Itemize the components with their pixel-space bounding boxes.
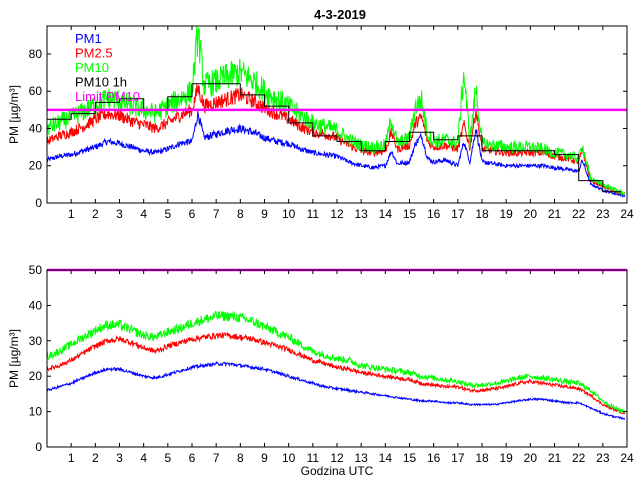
x-tick-label: 12 (330, 207, 344, 221)
x-tick-label: 5 (164, 451, 171, 465)
x-tick-label: 18 (475, 451, 489, 465)
x-tick-label: 11 (307, 451, 320, 465)
y-tick-label: 10 (29, 405, 43, 419)
x-tick-label: 6 (189, 451, 196, 465)
y-tick-label: 0 (35, 196, 42, 210)
y-tick-label: 20 (29, 369, 43, 383)
y-tick-label: 0 (35, 440, 42, 454)
x-tick-label: 1 (68, 207, 75, 221)
x-tick-label: 9 (261, 451, 268, 465)
y-tick-label: 30 (29, 334, 43, 348)
x-axis-label: Godzina UTC (301, 464, 374, 478)
x-tick-label: 2 (92, 207, 99, 221)
series-pm2-5 (46, 332, 626, 415)
legend-item: PM1 (75, 31, 102, 46)
x-tick-label: 24 (620, 207, 634, 221)
chart-title: 4-3-2019 (314, 7, 366, 22)
x-tick-label: 16 (427, 207, 441, 221)
legend-item: PM2.5 (75, 46, 113, 61)
x-tick-label: 9 (261, 207, 268, 221)
y-tick-label: 80 (29, 47, 43, 61)
x-tick-label: 16 (427, 451, 441, 465)
x-tick-label: 17 (451, 451, 465, 465)
y-tick-label: 40 (29, 121, 43, 135)
x-tick-label: 23 (596, 207, 610, 221)
y-tick-label: 20 (29, 159, 43, 173)
x-tick-label: 4 (140, 451, 147, 465)
x-tick-label: 14 (379, 451, 393, 465)
x-tick-label: 7 (213, 451, 220, 465)
legend-item: PM10 (75, 60, 109, 75)
x-tick-label: 3 (116, 207, 123, 221)
x-tick-label: 11 (307, 207, 320, 221)
series-pm1 (46, 111, 626, 198)
x-tick-label: 14 (379, 207, 393, 221)
x-tick-label: 10 (282, 451, 296, 465)
series-pm10 (46, 310, 626, 415)
x-tick-label: 20 (524, 207, 538, 221)
y-tick-label: 60 (29, 84, 43, 98)
x-tick-label: 20 (524, 451, 538, 465)
x-tick-label: 6 (189, 207, 196, 221)
x-tick-label: 19 (499, 207, 513, 221)
x-tick-label: 8 (237, 451, 244, 465)
x-tick-label: 12 (330, 451, 344, 465)
x-tick-label: 22 (572, 451, 586, 465)
y-tick-label: 40 (29, 298, 43, 312)
bottom-panel: 1 2 3 4 5 6 7 8 9 10 11 12 13 14 15 16 17 18 19 20 21 22 23 240… (7, 263, 634, 478)
top-panel: 1 2 3 4 5 6 7 8 9 10 11 12 13 14 15 16 17 18 19 20 21 22 23 240… (7, 25, 634, 221)
x-tick-label: 24 (620, 451, 634, 465)
series-pm2-5 (46, 84, 626, 196)
series-pm10-1h (47, 83, 621, 193)
x-tick-label: 13 (354, 207, 368, 221)
y-tick-label: 50 (29, 263, 43, 277)
x-tick-label: 17 (451, 207, 465, 221)
x-tick-label: 21 (548, 207, 562, 221)
x-tick-label: 2 (92, 451, 99, 465)
x-tick-label: 5 (164, 207, 171, 221)
y-axis-label: PM [µg/m³] (7, 329, 21, 388)
x-tick-label: 19 (499, 451, 513, 465)
x-tick-label: 21 (548, 451, 562, 465)
x-tick-label: 18 (475, 207, 489, 221)
x-tick-label: 8 (237, 207, 244, 221)
x-tick-label: 15 (403, 207, 417, 221)
x-tick-label: 10 (282, 207, 296, 221)
plot-area (47, 26, 627, 203)
legend-item: PM10 1h (75, 75, 127, 90)
x-tick-label: 1 (68, 451, 75, 465)
x-tick-label: 23 (596, 451, 610, 465)
x-tick-label: 15 (403, 451, 417, 465)
legend-item: Limit PM10 (75, 89, 140, 104)
x-tick-label: 22 (572, 207, 586, 221)
y-axis-label: PM [µg/m³] (7, 85, 21, 144)
x-tick-label: 4 (140, 207, 147, 221)
x-tick-label: 13 (354, 451, 368, 465)
x-tick-label: 7 (213, 207, 220, 221)
series-pm1 (46, 360, 626, 421)
x-tick-label: 3 (116, 451, 123, 465)
